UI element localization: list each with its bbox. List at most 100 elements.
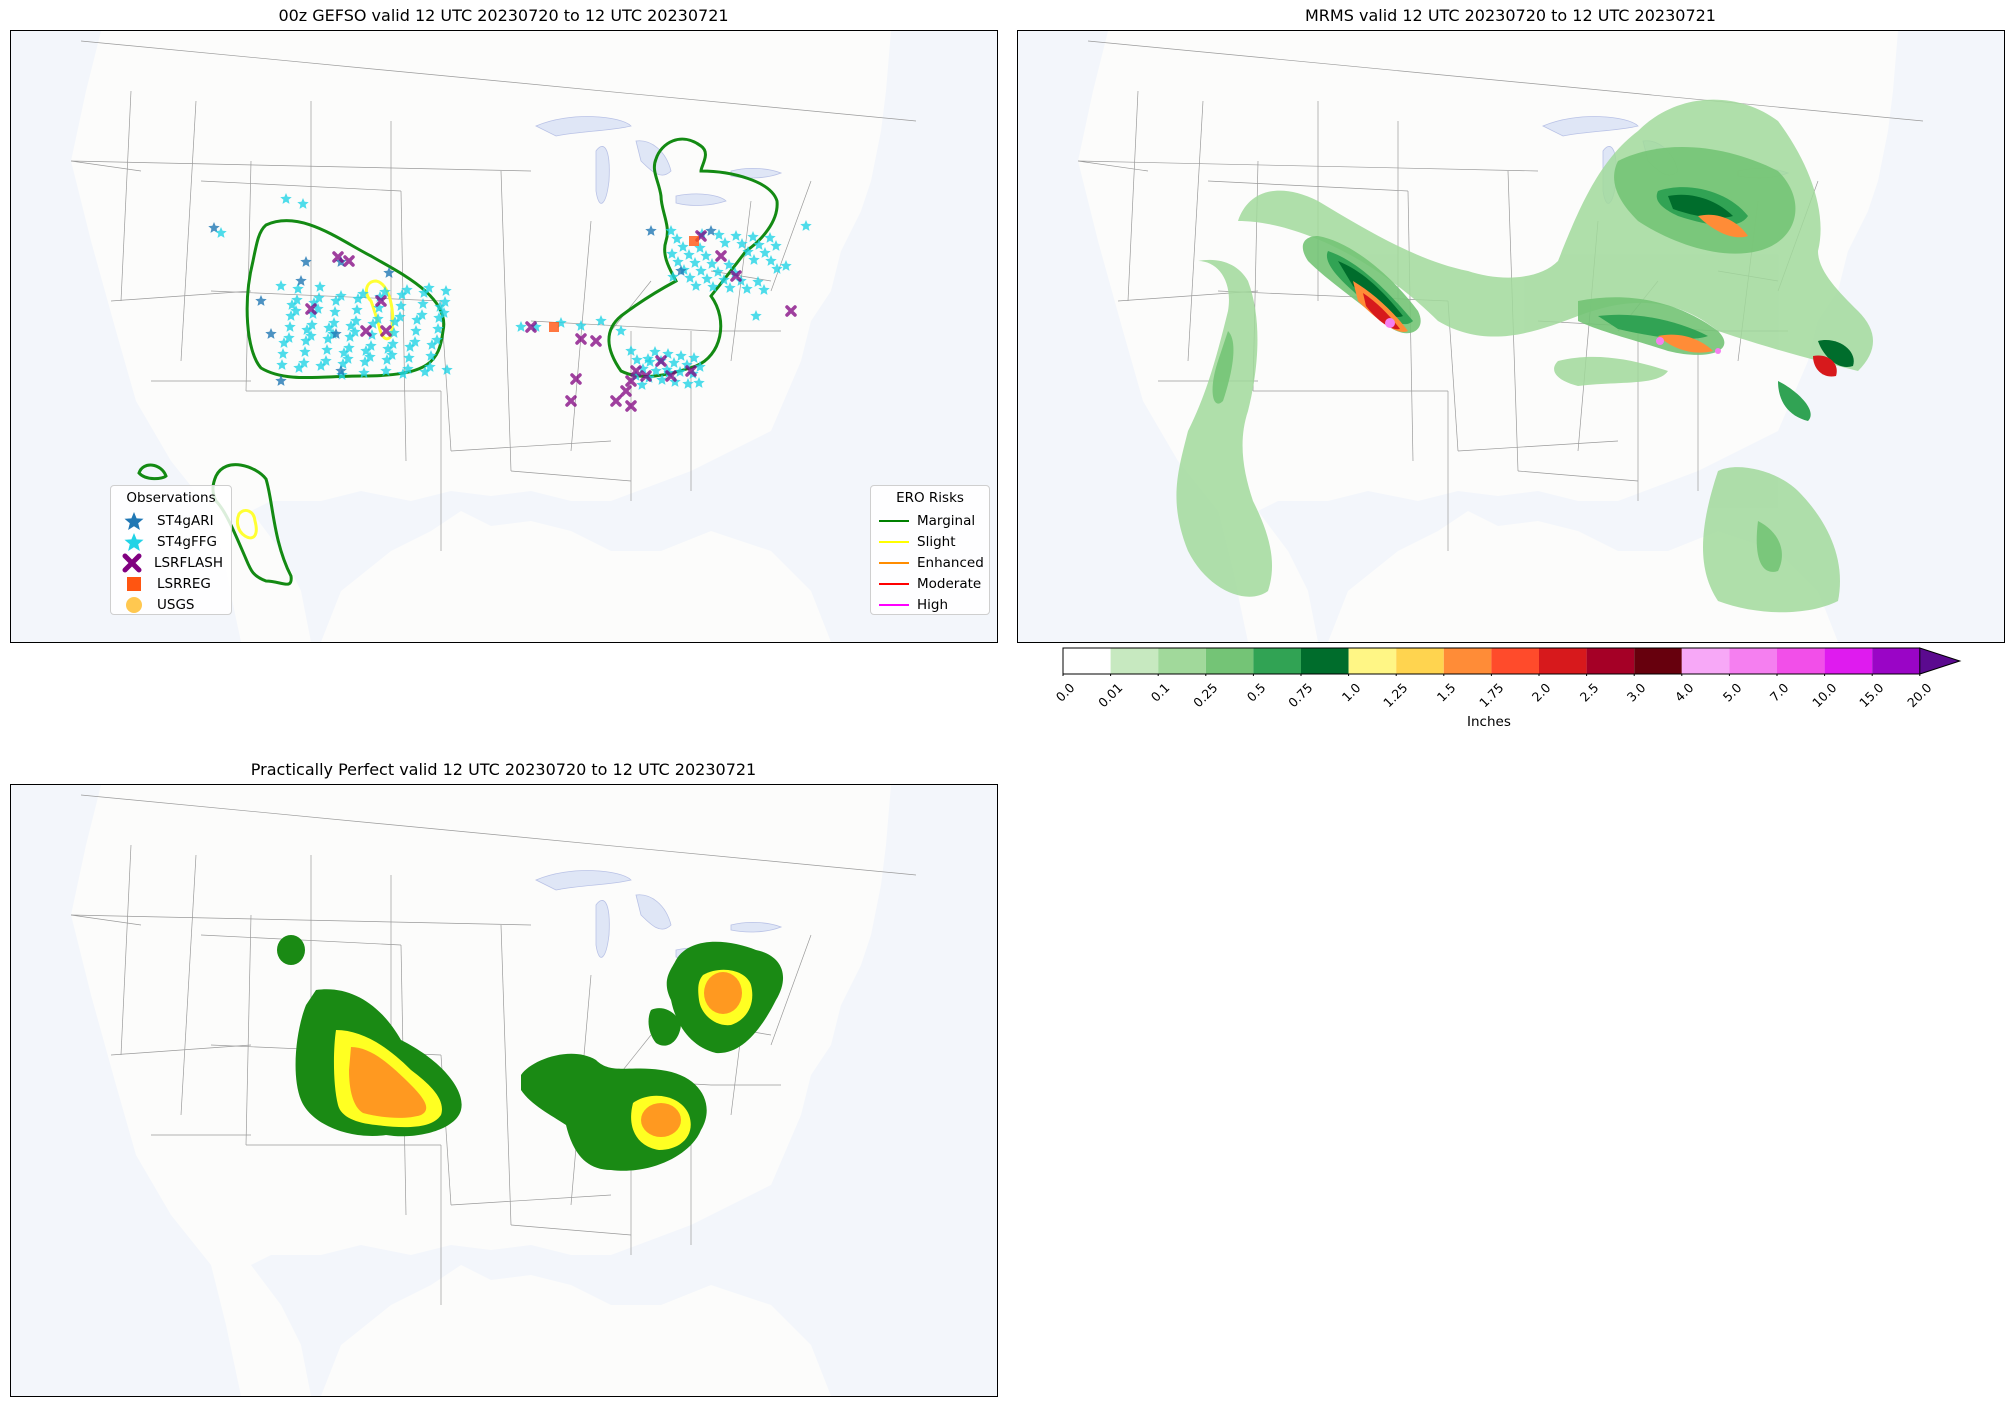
- state-border: [70, 914, 532, 926]
- observation-star: [736, 238, 748, 249]
- colorbar-tick-label: 3.0: [1624, 680, 1649, 705]
- colorbar-segment: [1301, 648, 1349, 674]
- state-border: [120, 844, 132, 1056]
- observation-square: [549, 322, 559, 332]
- colorbar-segment: [1634, 648, 1682, 674]
- observation-star: [439, 296, 451, 307]
- observation-x: [570, 373, 582, 385]
- observation-star: [645, 225, 657, 236]
- state-border: [450, 440, 612, 452]
- observation-star: [418, 287, 430, 298]
- observation-star: [689, 257, 701, 268]
- lake: [635, 894, 672, 930]
- colorbar-segment: [1777, 648, 1825, 674]
- state-border: [510, 470, 632, 482]
- observation-star: [404, 341, 416, 352]
- observation-star: [674, 366, 686, 377]
- state-border: [1207, 180, 1409, 192]
- observation-x: [332, 251, 344, 263]
- legend-item-marginal: Marginal: [879, 510, 981, 531]
- observation-star: [291, 294, 303, 305]
- state-border: [1187, 100, 1204, 362]
- colorbar-tick-label: 15.0: [1856, 680, 1887, 711]
- observation-star: [780, 260, 792, 271]
- state-border: [610, 280, 652, 332]
- observation-x: [590, 335, 602, 347]
- observation-star: [387, 338, 399, 349]
- observation-star: [770, 240, 782, 251]
- observation-star: [661, 364, 673, 375]
- colorbar-segment: [1443, 648, 1492, 674]
- observation-star: [575, 320, 587, 331]
- observation-star: [694, 361, 706, 372]
- observation-markers: [208, 193, 812, 412]
- colorbar-tick-label: 10.0: [1808, 680, 1840, 711]
- line-swatch-icon: [879, 561, 909, 564]
- observation-x: [625, 400, 637, 412]
- observation-star: [705, 225, 717, 236]
- state-border: [1127, 90, 1139, 302]
- observation-star: [278, 337, 290, 348]
- observation-star: [305, 330, 317, 341]
- colorbar-tick-label: 7.0: [1766, 680, 1792, 705]
- legend-label: ST4gFFG: [157, 533, 217, 550]
- observation-star: [441, 364, 453, 375]
- observation-star: [396, 289, 408, 300]
- observation-star: [690, 280, 702, 291]
- ocean: [251, 31, 997, 642]
- state-border: [500, 170, 512, 472]
- colorbar-segment: [1205, 648, 1254, 674]
- observation-star: [382, 343, 394, 354]
- observation-star: [343, 342, 355, 353]
- state-border: [110, 290, 252, 302]
- observation-star: [328, 317, 340, 328]
- observation-star: [308, 297, 320, 308]
- observation-star: [409, 336, 421, 347]
- observation-star: [682, 378, 694, 389]
- observation-star: [758, 284, 770, 295]
- observation-star: [615, 325, 627, 336]
- observation-x: [625, 375, 637, 387]
- state-border: [1457, 440, 1619, 452]
- legend-label: Moderate: [917, 575, 982, 592]
- observation-star: [665, 225, 677, 236]
- colorbar-segment: [1491, 648, 1539, 674]
- observation-star: [440, 285, 452, 296]
- gefso-panel-title: 00z GEFSO valid 12 UTC 20230720 to 12 UT…: [278, 6, 729, 25]
- observation-star: [741, 283, 753, 294]
- observation-star: [338, 347, 350, 358]
- observation-star: [350, 315, 362, 326]
- observation-star: [672, 256, 684, 267]
- lake: [635, 140, 672, 176]
- colorbar-tick-label: 1.5: [1433, 680, 1459, 705]
- legend-item-moderate: Moderate: [879, 573, 981, 594]
- observation-star: [411, 314, 423, 325]
- colorbar-segment: [1729, 648, 1777, 674]
- observation-star: [386, 349, 398, 360]
- colorbar-tick-label: 0.01: [1094, 680, 1126, 711]
- observation-star: [372, 313, 384, 324]
- legend-label: Enhanced: [917, 554, 984, 571]
- observation-star: [284, 321, 296, 332]
- observation-star: [351, 304, 363, 315]
- observation-x: [655, 355, 667, 367]
- observation-star: [681, 359, 693, 370]
- line-swatch-icon: [879, 582, 909, 585]
- observation-star: [636, 379, 648, 390]
- observation-star: [280, 193, 292, 204]
- ocean: [1258, 31, 2004, 642]
- observation-star: [297, 198, 309, 209]
- observation-x: [630, 365, 642, 377]
- legend-label: USGS: [157, 596, 195, 613]
- observation-star: [314, 281, 326, 292]
- state-border: [500, 924, 512, 1226]
- ero-risks-legend: ERO Risks Marginal Slight Enhanced Moder…: [870, 485, 990, 615]
- observation-x: [640, 370, 652, 382]
- observation-star: [656, 374, 668, 385]
- state-border: [1077, 160, 1149, 172]
- state-border: [180, 854, 197, 1116]
- observation-star: [373, 302, 385, 313]
- legend-label: Marginal: [917, 512, 976, 529]
- observation-star: [416, 309, 428, 320]
- square-icon: [127, 576, 141, 591]
